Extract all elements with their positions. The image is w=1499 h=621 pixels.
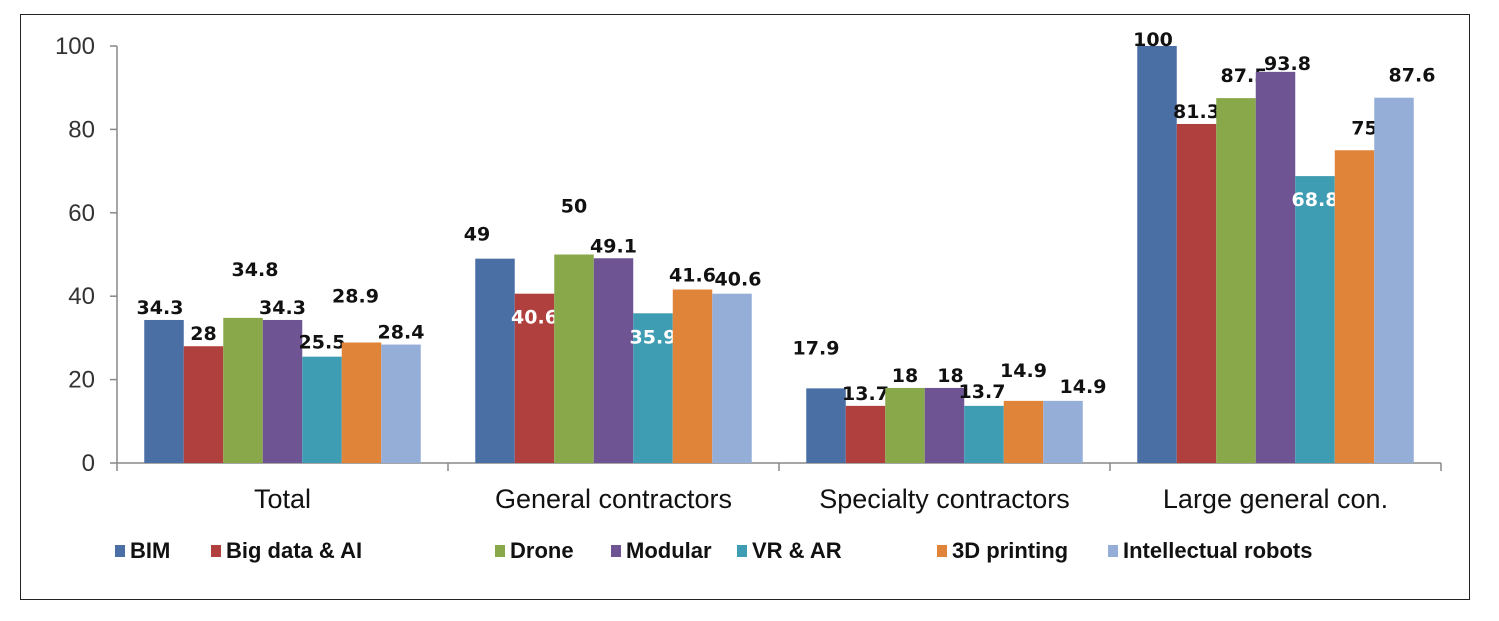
category-label-total: Total bbox=[254, 484, 311, 514]
data-label-vr-ar-total: 25.5 bbox=[299, 332, 346, 354]
legend-label-3d-printing[interactable]: 3D printing bbox=[952, 538, 1068, 563]
bar-bim-large-general-con[interactable] bbox=[1137, 46, 1177, 463]
data-label-3d-printing-specialty-contractors: 14.9 bbox=[1000, 360, 1047, 382]
y-tick-label: 20 bbox=[68, 367, 95, 394]
data-label-modular-large-general-con: 93.8 bbox=[1264, 53, 1311, 75]
data-label-bim-general-contractors: 49 bbox=[464, 224, 490, 246]
data-label-intellectual-robots-general-contractors: 40.6 bbox=[715, 269, 762, 291]
data-label-3d-printing-large-general-con: 75 bbox=[1351, 117, 1377, 139]
data-label-big-data-ai-general-contractors: 40.6 bbox=[511, 307, 558, 329]
bar-drone-large-general-con[interactable] bbox=[1216, 98, 1256, 463]
y-tick-label: 0 bbox=[82, 450, 95, 477]
bar-vr-ar-large-general-con[interactable] bbox=[1295, 176, 1335, 463]
bar-intellectual-robots-specialty-contractors[interactable] bbox=[1043, 400, 1083, 463]
bar-3d-printing-large-general-con[interactable] bbox=[1334, 150, 1375, 463]
legend-label-drone[interactable]: Drone bbox=[510, 538, 574, 563]
bar-bim-total[interactable] bbox=[144, 319, 184, 463]
legend-label-modular[interactable]: Modular bbox=[626, 538, 712, 563]
chart-frame: 0 20 40 60 80 100 34.3 28 34.8 34.3 25.5 28.9 28.4 To… bbox=[20, 14, 1470, 600]
bar-big-data-ai-large-general-con[interactable] bbox=[1176, 123, 1217, 463]
y-tick-label: 100 bbox=[55, 33, 95, 60]
data-label-drone-specialty-contractors: 18 bbox=[892, 365, 918, 387]
data-label-drone-total: 34.8 bbox=[232, 259, 279, 281]
bar-bim-specialty-contractors[interactable] bbox=[806, 388, 846, 463]
data-label-drone-large-general-con: 87.5 bbox=[1221, 65, 1268, 87]
data-label-modular-specialty-contractors: 18 bbox=[937, 365, 963, 387]
bar-drone-general-contractors[interactable] bbox=[554, 254, 594, 464]
legend-swatch-3d-printing[interactable] bbox=[937, 545, 947, 557]
category-label-general-contractors: General contractors bbox=[495, 484, 732, 514]
legend-label-vr-ar[interactable]: VR & AR bbox=[752, 538, 842, 563]
category-label-specialty-contractors: Specialty contractors bbox=[819, 484, 1070, 514]
bar-modular-general-contractors[interactable] bbox=[593, 258, 634, 463]
data-label-bim-large-general-con: 100 bbox=[1133, 29, 1173, 51]
bar-intellectual-robots-general-contractors[interactable] bbox=[712, 293, 752, 463]
data-label-vr-ar-specialty-contractors: 13.7 bbox=[959, 381, 1006, 403]
y-tick-label: 40 bbox=[68, 283, 95, 310]
legend-swatch-bim[interactable] bbox=[115, 545, 125, 557]
data-label-intellectual-robots-total: 28.4 bbox=[378, 322, 425, 344]
legend-label-big-data-ai[interactable]: Big data & AI bbox=[226, 538, 362, 563]
bar-vr-ar-general-contractors[interactable] bbox=[633, 313, 673, 463]
data-label-drone-general-contractors: 50 bbox=[561, 196, 587, 218]
bar-bim-general-contractors[interactable] bbox=[475, 258, 515, 463]
data-label-bim-total: 34.3 bbox=[137, 297, 184, 319]
legend-label-intellectual-robots[interactable]: Intellectual robots bbox=[1123, 538, 1312, 563]
bar-vr-ar-total[interactable] bbox=[302, 356, 342, 463]
data-label-intellectual-robots-large-general-con: 87.6 bbox=[1389, 65, 1436, 87]
data-label-big-data-ai-specialty-contractors: 13.7 bbox=[842, 383, 889, 405]
bar-intellectual-robots-total[interactable] bbox=[381, 344, 421, 463]
bar-3d-printing-total[interactable] bbox=[341, 342, 382, 463]
legend-swatch-modular[interactable] bbox=[611, 545, 621, 557]
bar-drone-specialty-contractors[interactable] bbox=[885, 387, 925, 463]
bar-big-data-ai-specialty-contractors[interactable] bbox=[845, 405, 886, 463]
bar-vr-ar-specialty-contractors[interactable] bbox=[964, 405, 1004, 463]
bar-chart: 0 20 40 60 80 100 34.3 28 34.8 34.3 25.5 28.9 28.4 To… bbox=[55, 29, 1442, 563]
data-label-3d-printing-general-contractors: 41.6 bbox=[669, 265, 716, 287]
legend-label-bim[interactable]: BIM bbox=[130, 538, 170, 563]
bar-modular-total[interactable] bbox=[262, 319, 303, 463]
bar-3d-printing-specialty-contractors[interactable] bbox=[1003, 400, 1044, 463]
data-label-vr-ar-general-contractors: 35.9 bbox=[630, 326, 677, 348]
bar-big-data-ai-total[interactable] bbox=[183, 346, 224, 463]
data-label-vr-ar-large-general-con: 68.8 bbox=[1292, 189, 1339, 211]
data-label-big-data-ai-total: 28 bbox=[190, 323, 216, 345]
data-label-intellectual-robots-specialty-contractors: 14.9 bbox=[1060, 376, 1107, 398]
y-tick-label: 80 bbox=[68, 116, 95, 143]
bar-modular-specialty-contractors[interactable] bbox=[924, 387, 965, 463]
category-label-large-general-con: Large general con. bbox=[1163, 484, 1388, 514]
legend-swatch-drone[interactable] bbox=[495, 545, 505, 557]
data-label-bim-specialty-contractors: 17.9 bbox=[793, 337, 840, 359]
bar-3d-printing-general-contractors[interactable] bbox=[672, 289, 713, 463]
data-label-modular-total: 34.3 bbox=[259, 297, 306, 319]
legend-swatch-intellectual-robots[interactable] bbox=[1108, 545, 1118, 557]
legend-swatch-vr-ar[interactable] bbox=[737, 545, 747, 557]
legend-swatch-big-data-ai[interactable] bbox=[211, 545, 221, 557]
bar-drone-total[interactable] bbox=[223, 317, 263, 463]
bar-modular-large-general-con[interactable] bbox=[1255, 71, 1296, 463]
data-label-modular-general-contractors: 49.1 bbox=[590, 235, 637, 257]
data-label-3d-printing-total: 28.9 bbox=[332, 285, 379, 307]
y-tick-label: 60 bbox=[68, 200, 95, 227]
data-label-big-data-ai-large-general-con: 81.3 bbox=[1173, 101, 1220, 123]
bar-intellectual-robots-large-general-con[interactable] bbox=[1374, 97, 1414, 463]
bar-big-data-ai-general-contractors[interactable] bbox=[514, 293, 555, 463]
